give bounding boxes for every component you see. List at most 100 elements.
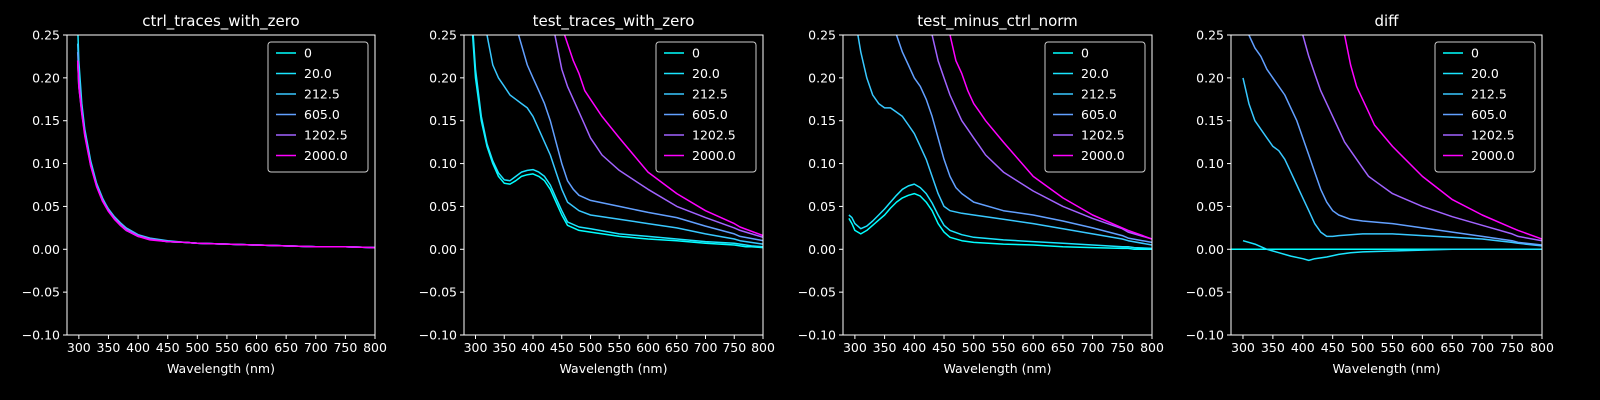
y-tick-label: −0.10 — [419, 328, 457, 343]
series-lines — [76, 35, 375, 249]
x-tick-label: 500 — [185, 340, 209, 355]
legend-box — [1044, 41, 1146, 173]
x-axis-label: Wavelength (nm) — [560, 361, 668, 376]
y-tick-label: −0.10 — [1186, 328, 1224, 343]
y-tick-label: 0.05 — [808, 199, 836, 214]
y-tick-label: 0.20 — [429, 70, 457, 85]
x-tick-label: 350 — [873, 340, 897, 355]
series-line-0 — [471, 35, 763, 249]
legend-box — [267, 41, 369, 173]
x-tick-label: 750 — [722, 340, 746, 355]
x-tick-label: 700 — [304, 340, 328, 355]
legend-box — [655, 41, 757, 173]
y-tick-label: −0.05 — [419, 285, 457, 300]
legend-entry: 1202.5 — [692, 128, 736, 143]
chart-panel-4: diff 300 350 400 450 500 550 600 650 700 750 800 −0.… — [1186, 12, 1554, 376]
y-tick-label: 0.25 — [429, 28, 457, 43]
axes-frame — [463, 34, 764, 336]
x-tick-label: 800 — [1530, 340, 1554, 355]
x-tick-label: 300 — [464, 340, 488, 355]
legend-entry: 1202.5 — [304, 128, 348, 143]
legend-entry: 2000.0 — [692, 148, 736, 163]
chart-panel-3: test_minus_ctrl_norm 300 350 400 450 500 550 60… — [798, 12, 1164, 376]
x-axis-label: Wavelength (nm) — [1333, 361, 1441, 376]
y-tick-label: 0.10 — [808, 156, 836, 171]
series-lines — [848, 35, 1152, 251]
x-tick-label: 300 — [843, 340, 867, 355]
y-tick-label: −0.10 — [22, 328, 60, 343]
y-tick-label: −0.10 — [798, 328, 836, 343]
series-line-20.0 — [848, 183, 1152, 250]
legend-box — [1434, 41, 1536, 173]
x-axis-label: Wavelength (nm) — [167, 361, 275, 376]
y-tick-label: 0.10 — [429, 156, 457, 171]
x-tick-label: 650 — [274, 340, 298, 355]
x-tick-label: 700 — [694, 340, 718, 355]
legend-entry: 212.5 — [692, 87, 728, 102]
legend-entry: 2000.0 — [304, 148, 348, 163]
series-line-2000.0 — [1343, 35, 1542, 240]
x-tick-label: 550 — [215, 340, 239, 355]
legend-entry: 0 — [304, 46, 312, 61]
x-tick-label: 800 — [751, 340, 775, 355]
x-tick-label: 350 — [97, 340, 121, 355]
series-line-605.0 — [1248, 35, 1542, 246]
y-tick-label: 0.15 — [429, 113, 457, 128]
series-line-1202.5 — [931, 35, 1152, 240]
series-line-212.5 — [1242, 77, 1542, 247]
x-tick-label: 350 — [1261, 340, 1285, 355]
series-lines — [471, 35, 763, 249]
x-tick-label: 450 — [932, 340, 956, 355]
x-tick-label: 650 — [1440, 340, 1464, 355]
y-tick-label: 0.25 — [32, 28, 60, 43]
series-line-20.0 — [1242, 239, 1542, 262]
x-tick-label: 750 — [333, 340, 357, 355]
chart-title: test_minus_ctrl_norm — [917, 12, 1078, 31]
x-tick-label: 350 — [492, 340, 516, 355]
y-tick-label: −0.05 — [798, 285, 836, 300]
chart-title: test_traces_with_zero — [533, 12, 695, 31]
y-tick-label: 0.00 — [32, 242, 60, 257]
legend: 0 20.0 212.5 605.0 1202.5 2000.0 — [267, 41, 369, 173]
x-tick-label: 600 — [245, 340, 269, 355]
x-tick-label: 550 — [1381, 340, 1405, 355]
legend: 0 20.0 212.5 605.0 1202.5 2000.0 — [1434, 41, 1536, 173]
axes-frame — [66, 34, 376, 336]
y-tick-label: 0.15 — [1196, 113, 1224, 128]
x-tick-label: 450 — [156, 340, 180, 355]
series-line-2000.0 — [76, 60, 375, 249]
x-tick-label: 800 — [1140, 340, 1164, 355]
legend-entry: 0 — [1081, 46, 1089, 61]
y-tick-label: 0.05 — [1196, 199, 1224, 214]
x-tick-label: 500 — [962, 340, 986, 355]
x-tick-label: 450 — [550, 340, 574, 355]
y-tick-label: −0.05 — [1186, 285, 1224, 300]
y-tick-label: 0.25 — [808, 28, 836, 43]
x-tick-label: 500 — [1351, 340, 1375, 355]
x-tick-label: 500 — [579, 340, 603, 355]
legend-entry: 1202.5 — [1081, 128, 1125, 143]
x-tick-label: 750 — [1500, 340, 1524, 355]
y-tick-label: 0.20 — [32, 70, 60, 85]
legend: 0 20.0 212.5 605.0 1202.5 2000.0 — [1044, 41, 1146, 173]
y-tick-label: 0.20 — [808, 70, 836, 85]
series-line-605.0 — [517, 35, 763, 242]
x-tick-label: 400 — [1291, 340, 1315, 355]
y-tick-label: 0.10 — [1196, 156, 1224, 171]
axes-frame — [842, 34, 1153, 336]
legend-entry: 0 — [1471, 46, 1479, 61]
series-line-605.0 — [895, 35, 1152, 244]
y-tick-label: 0.10 — [32, 156, 60, 171]
legend-entry: 0 — [692, 46, 700, 61]
chart-panel-1: ctrl_traces_with_zero 300 350 400 450 500 550 6… — [22, 12, 387, 376]
legend: 0 20.0 212.5 605.0 1202.5 2000.0 — [655, 41, 757, 173]
series-line-212.5 — [486, 35, 763, 245]
series-line-0 — [848, 192, 1152, 251]
y-tick-label: 0.15 — [808, 113, 836, 128]
series-line-212.5 — [857, 35, 1152, 246]
legend-entry: 20.0 — [1081, 66, 1109, 81]
series-line-1202.5 — [1302, 35, 1542, 242]
x-tick-label: 700 — [1470, 340, 1494, 355]
x-tick-label: 400 — [902, 340, 926, 355]
x-axis-label: Wavelength (nm) — [944, 361, 1052, 376]
